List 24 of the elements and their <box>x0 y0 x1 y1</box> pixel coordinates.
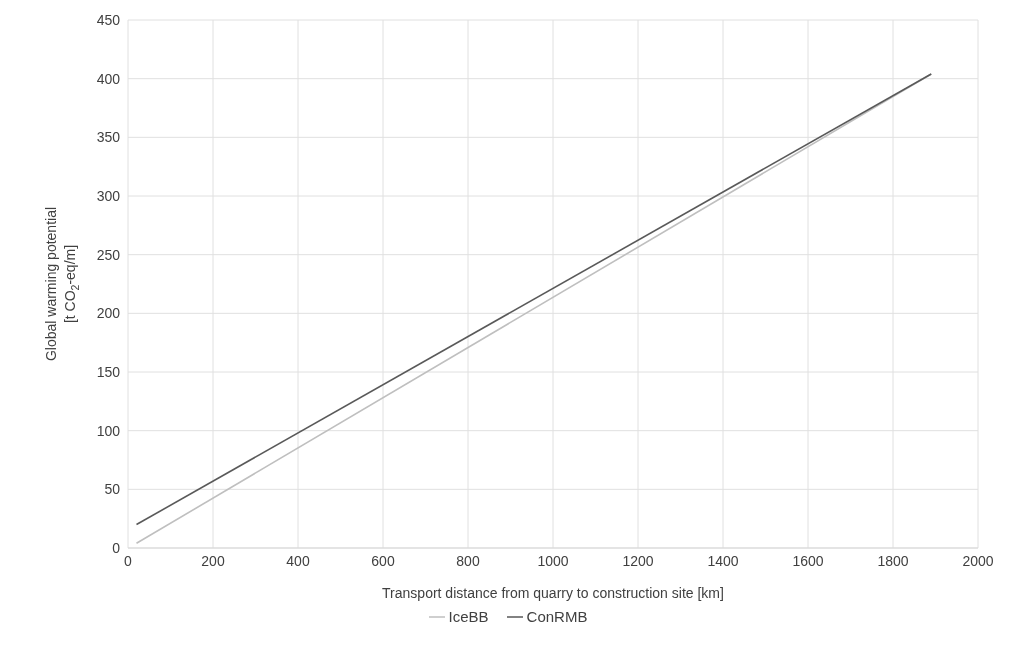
x-tick-label: 1600 <box>792 552 824 569</box>
x-tick-label: 1800 <box>877 552 909 569</box>
y-tick-label: 50 <box>104 481 121 498</box>
x-tick-label: 800 <box>456 552 480 569</box>
x-tick-label: 200 <box>201 552 225 569</box>
y-tick-label: 0 <box>112 539 121 556</box>
legend-label: ConRMB <box>526 608 588 625</box>
y-tick-label: 300 <box>96 187 121 204</box>
x-tick-label: 1400 <box>707 552 739 569</box>
x-tick-label: 600 <box>371 552 395 569</box>
y-tick-label: 150 <box>96 363 121 380</box>
x-tick-label: 0 <box>124 552 133 569</box>
y-tick-label: 400 <box>96 70 121 87</box>
x-tick-label: 1200 <box>622 552 654 569</box>
y-tick-label: 100 <box>96 422 121 439</box>
x-axis-title: Transport distance from quarry to construction site [km] <box>382 585 724 601</box>
legend-label: IceBB <box>448 608 489 625</box>
y-tick-label: 450 <box>96 11 121 28</box>
y-tick-label: 200 <box>96 305 121 322</box>
y-tick-label: 250 <box>96 246 121 263</box>
x-tick-label: 400 <box>286 552 310 569</box>
x-tick-label: 1000 <box>537 552 569 569</box>
y-tick-label: 350 <box>96 129 121 146</box>
x-tick-label: 2000 <box>962 552 994 569</box>
